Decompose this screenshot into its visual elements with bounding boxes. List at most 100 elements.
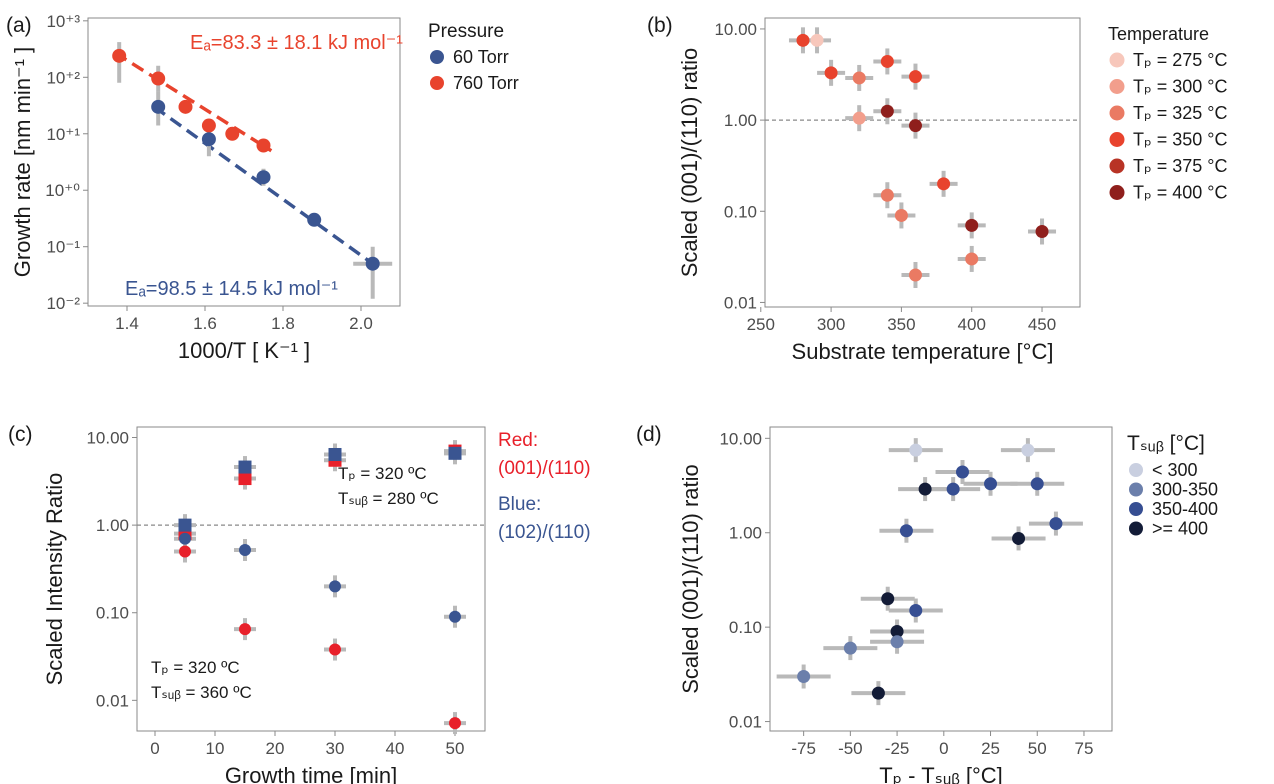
data-point xyxy=(909,443,923,457)
y-tick-label: 0.01 xyxy=(96,691,129,710)
y-axis-title: Scaled (001)/(110) ratio xyxy=(678,464,703,694)
y-tick-label: 10⁺¹ xyxy=(46,125,80,144)
panel-label: (c) xyxy=(8,423,33,446)
data-point xyxy=(880,188,894,202)
data-point xyxy=(365,256,380,271)
x-tick-label: -25 xyxy=(885,739,910,758)
y-tick-label: 1.00 xyxy=(724,111,757,130)
data-point xyxy=(946,482,960,496)
legend-swatch xyxy=(430,50,444,64)
fit-line xyxy=(114,51,273,153)
y-tick-label: 0.01 xyxy=(729,713,762,732)
y-tick-label: 10.00 xyxy=(86,429,129,448)
data-point xyxy=(1021,443,1035,457)
x-tick-label: 2.0 xyxy=(349,314,373,333)
x-axis-title: 1000/T [ K⁻¹ ] xyxy=(178,338,310,363)
legend-swatch xyxy=(1109,79,1125,94)
data-point xyxy=(937,177,951,191)
data-point xyxy=(909,604,923,618)
legend-swatch xyxy=(1129,502,1143,516)
x-axis-title: Tₚ - Tₛᵤᵦ [°C] xyxy=(879,763,1003,784)
x-tick-label: 300 xyxy=(817,315,845,334)
data-point xyxy=(797,670,811,684)
data-point xyxy=(918,482,932,496)
legend-label: Tₚ = 350 °C xyxy=(1133,130,1227,150)
legend-swatch xyxy=(1109,105,1125,121)
data-point xyxy=(256,138,271,153)
y-tick-label: 10⁻¹ xyxy=(46,238,80,257)
data-point-square xyxy=(328,447,342,461)
annotation-bottom-line1: Tₚ = 320 ºC xyxy=(151,658,240,677)
legend-label: 300-350 xyxy=(1152,480,1218,500)
data-point xyxy=(796,33,810,47)
data-point-circle xyxy=(329,580,341,593)
x-tick-label: 50 xyxy=(446,739,465,758)
data-point-square xyxy=(178,518,192,532)
plot-frame xyxy=(764,17,1081,308)
data-point-circle xyxy=(239,544,251,557)
annotation-bottom-line2: Tₛᵤᵦ = 360 ºC xyxy=(151,683,252,702)
y-tick-label: 10⁻² xyxy=(46,294,80,313)
legend-swatch xyxy=(1109,185,1125,200)
y-tick-label: 10⁺⁰ xyxy=(45,181,80,200)
y-tick-label: 10.00 xyxy=(719,429,762,448)
legend-label: Tₚ = 400 °C xyxy=(1133,183,1227,203)
legend-swatch xyxy=(1109,158,1125,174)
legend-label: Tₚ = 325 °C xyxy=(1133,103,1227,123)
data-point xyxy=(965,252,979,266)
data-point xyxy=(871,686,885,700)
data-point xyxy=(965,218,979,232)
data-point xyxy=(908,70,922,84)
x-tick-label: 400 xyxy=(958,315,986,334)
data-point-square xyxy=(238,472,252,486)
data-point xyxy=(908,119,922,133)
panel-d: (d) -75 -50 -25 0 25 50 75 0.01 0.10 1.00 10.00 Tₚ -… xyxy=(636,423,1218,784)
x-tick-label: 250 xyxy=(747,315,775,334)
plot-frame xyxy=(136,426,486,732)
data-point xyxy=(810,33,824,47)
data-point xyxy=(899,524,913,538)
data-point xyxy=(178,99,193,114)
panel-a: (a) 1.4 1.6 1.8 2.0 10⁻² 10⁻¹ 10⁺⁰ 10⁺¹ 10⁺² 10⁺³ 1… xyxy=(6,12,519,363)
legend-text: Red: xyxy=(498,430,538,451)
plot-frame xyxy=(769,426,1113,732)
panel-c: (c) 0 10 20 30 40 50 0.01 0.10 1.00 10.00 Growth ti… xyxy=(8,423,591,784)
data-point xyxy=(201,118,216,133)
legend-title: Pressure xyxy=(428,21,504,42)
legend-label: Tₚ = 275 °C xyxy=(1133,50,1227,70)
data-point xyxy=(1012,531,1026,545)
panel-label: (d) xyxy=(636,423,662,446)
data-point xyxy=(984,477,998,491)
data-point xyxy=(225,126,240,141)
data-point xyxy=(852,71,866,85)
x-tick-label: 10 xyxy=(206,739,225,758)
data-point xyxy=(1030,477,1044,491)
data-point xyxy=(151,71,166,86)
legend-label: 60 Torr xyxy=(453,47,509,67)
legend-label: < 300 xyxy=(1152,460,1198,480)
x-tick-label: 25 xyxy=(981,739,1000,758)
x-tick-label: 75 xyxy=(1075,739,1094,758)
fit-line xyxy=(153,105,374,266)
legend-text: (001)/(110) xyxy=(498,458,591,479)
data-point-circle xyxy=(179,545,191,558)
data-point xyxy=(890,624,904,638)
legend-title: Tₛᵤᵦ [°C] xyxy=(1127,432,1205,455)
data-point xyxy=(307,212,322,227)
data-point-circle xyxy=(179,532,191,545)
x-tick-label: 1.8 xyxy=(271,314,295,333)
legend-swatch xyxy=(1109,132,1125,147)
activation-energy-760-torr: Eₐ=83.3 ± 18.1 kJ mol⁻¹ xyxy=(190,32,403,54)
x-tick-label: 20 xyxy=(266,739,285,758)
data-point-circle xyxy=(329,643,341,656)
x-tick-label: 0 xyxy=(150,739,159,758)
y-tick-label: 1.00 xyxy=(96,516,129,535)
legend-title: Temperature xyxy=(1108,24,1209,44)
data-point xyxy=(880,54,894,68)
data-point xyxy=(852,111,866,125)
y-tick-label: 0.10 xyxy=(96,604,129,623)
x-tick-label: 40 xyxy=(386,739,405,758)
x-tick-label: 50 xyxy=(1028,739,1047,758)
data-point xyxy=(201,132,216,147)
